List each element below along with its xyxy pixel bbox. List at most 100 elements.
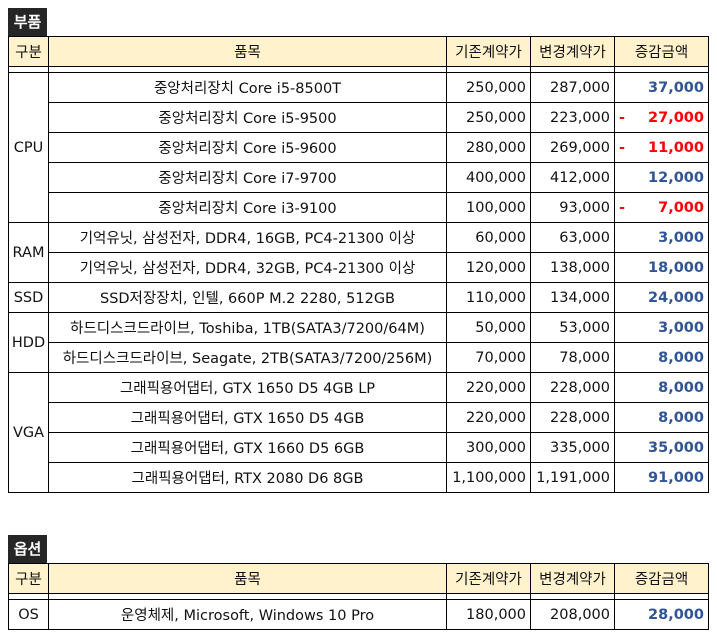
item-cell: 중앙처리장치 Core i5-9500 [48,102,447,133]
diff-wrap: 24,000 [619,290,704,306]
diff-cell: 8,000 [614,342,709,373]
diff-cell: 8,000 [614,402,709,433]
old-price-cell: 60,000 [446,222,531,253]
header-new-price: 변경계약가 [530,563,615,594]
diff-value: 12,000 [648,169,704,186]
diff-value: 27,000 [648,109,704,126]
old-price-cell: 100,000 [446,192,531,223]
table-row: RAM 기억유닛, 삼성전자, DDR4, 16GB, PC4-21300 이상 6… [8,222,709,283]
old-price-cell: 400,000 [446,162,531,193]
options-table: 구분 품목 기존계약가 변경계약가 증감금액 OS 운영체제, Microsoft… [8,563,709,630]
table-row: 그래픽용어댑터, GTX 1660 D5 6GB 300,000 335,000 35… [9,432,709,463]
table-row: 그래픽용어댑터, GTX 1650 D5 4GB 220,000 228,000 8,… [9,402,709,433]
table-row: 그래픽용어댑터, RTX 2080 D6 8GB 1,100,000 1,191,0… [9,462,709,493]
new-price-cell: 412,000 [530,162,615,193]
diff-wrap: 28,000 [619,607,704,623]
diff-cell: 35,000 [614,432,709,463]
diff-value: 11,000 [648,139,704,156]
parts-table-body: CPU 중앙처리장치 Core i5-8500T 250,000 287,000 37,… [8,72,709,493]
item-cell: 하드디스크드라이브, Seagate, 2TB(SATA3/7200/256M) [48,342,447,373]
header-diff: 증감금액 [614,563,709,594]
header-old-price: 기존계약가 [446,36,531,67]
table-row: 기억유닛, 삼성전자, DDR4, 32GB, PC4-21300 이상 120,… [9,252,709,283]
category-cell: HDD [8,312,49,373]
diff-cell: - 7,000 [614,192,709,223]
category-cell: OS [8,599,49,630]
diff-value: 91,000 [648,469,704,486]
item-cell: 기억유닛, 삼성전자, DDR4, 16GB, PC4-21300 이상 [48,222,447,253]
parts-table: 구분 품목 기존계약가 변경계약가 증감금액 CPU 중앙처리장치 Core i5… [8,36,709,493]
diff-wrap: 37,000 [619,80,704,96]
new-price-cell: 335,000 [530,432,615,463]
diff-wrap: 8,000 [619,350,704,366]
item-cell: SSD저장장치, 인텔, 660P M.2 2280, 512GB [48,282,447,313]
new-price-cell: 1,191,000 [530,462,615,493]
category-cell: SSD [8,282,49,313]
diff-cell: 8,000 [614,372,709,403]
item-cell: 그래픽용어댑터, RTX 2080 D6 8GB [48,462,447,493]
new-price-cell: 228,000 [530,372,615,403]
diff-cell: - 11,000 [614,132,709,163]
diff-wrap: 91,000 [619,470,704,486]
header-new-price: 변경계약가 [530,36,615,67]
table-row: 중앙처리장치 Core i5-9500 250,000 223,000- 27,000 [9,102,709,133]
old-price-cell: 250,000 [446,102,531,133]
new-price-cell: 228,000 [530,402,615,433]
diff-value: 3,000 [658,319,704,336]
diff-cell: 91,000 [614,462,709,493]
item-cell: 그래픽용어댑터, GTX 1650 D5 4GB [48,402,447,433]
header-item: 품목 [48,36,447,67]
diff-wrap: 18,000 [619,260,704,276]
diff-wrap: 12,000 [619,170,704,186]
diff-wrap: 8,000 [619,410,704,426]
category-cell: RAM [8,222,49,283]
diff-wrap: 3,000 [619,320,704,336]
new-price-cell: 287,000 [530,72,615,103]
item-cell: 중앙처리장치 Core i3-9100 [48,192,447,223]
diff-cell: 18,000 [614,252,709,283]
item-cell: 중앙처리장치 Core i5-9600 [48,132,447,163]
diff-sign: - [619,139,626,156]
diff-sign: - [619,199,626,216]
old-price-cell: 120,000 [446,252,531,283]
header-old-price: 기존계약가 [446,563,531,594]
item-cell: 하드디스크드라이브, Toshiba, 1TB(SATA3/7200/64M) [48,312,447,343]
new-price-cell: 93,000 [530,192,615,223]
diff-cell: 24,000 [614,282,709,313]
old-price-cell: 50,000 [446,312,531,343]
old-price-cell: 110,000 [446,282,531,313]
diff-value: 18,000 [648,259,704,276]
diff-wrap: 8,000 [619,380,704,396]
item-cell: 운영체제, Microsoft, Windows 10 Pro [48,599,447,630]
table-row: 중앙처리장치 Core i7-9700 400,000 412,000 12,000 [9,162,709,193]
diff-cell: - 27,000 [614,102,709,133]
header-item: 품목 [48,563,447,594]
header-category: 구분 [8,36,49,67]
category-cell: CPU [8,72,49,223]
diff-wrap: 3,000 [619,230,704,246]
new-price-cell: 269,000 [530,132,615,163]
old-price-cell: 180,000 [446,599,531,630]
parts-section-tag: 부품 [8,8,47,36]
new-price-cell: 63,000 [530,222,615,253]
table-row: 하드디스크드라이브, Seagate, 2TB(SATA3/7200/256M)… [9,342,709,373]
options-header-row: 구분 품목 기존계약가 변경계약가 증감금액 [8,563,709,594]
new-price-cell: 78,000 [530,342,615,373]
table-row: VGA 그래픽용어댑터, GTX 1650 D5 4GB LP 220,000 228… [8,372,709,493]
diff-value: 3,000 [658,229,704,246]
item-cell: 그래픽용어댑터, GTX 1660 D5 6GB [48,432,447,463]
old-price-cell: 1,100,000 [446,462,531,493]
table-row: 중앙처리장치 Core i5-9600 280,000 269,000- 11,000 [9,132,709,163]
header-diff: 증감금액 [614,36,709,67]
table-row: 중앙처리장치 Core i3-9100 100,000 93,000- 7,000 [9,192,709,223]
table-row: CPU 중앙처리장치 Core i5-8500T 250,000 287,000 37,… [8,72,709,223]
new-price-cell: 208,000 [530,599,615,630]
item-cell: 중앙처리장치 Core i7-9700 [48,162,447,193]
options-section-tag: 옵션 [8,535,47,563]
diff-value: 37,000 [648,79,704,96]
table-row: SSD SSD저장장치, 인텔, 660P M.2 2280, 512GB 110,… [8,282,709,313]
diff-value: 35,000 [648,439,704,456]
new-price-cell: 53,000 [530,312,615,343]
diff-wrap: - 11,000 [619,140,704,156]
diff-wrap: - 7,000 [619,200,704,216]
